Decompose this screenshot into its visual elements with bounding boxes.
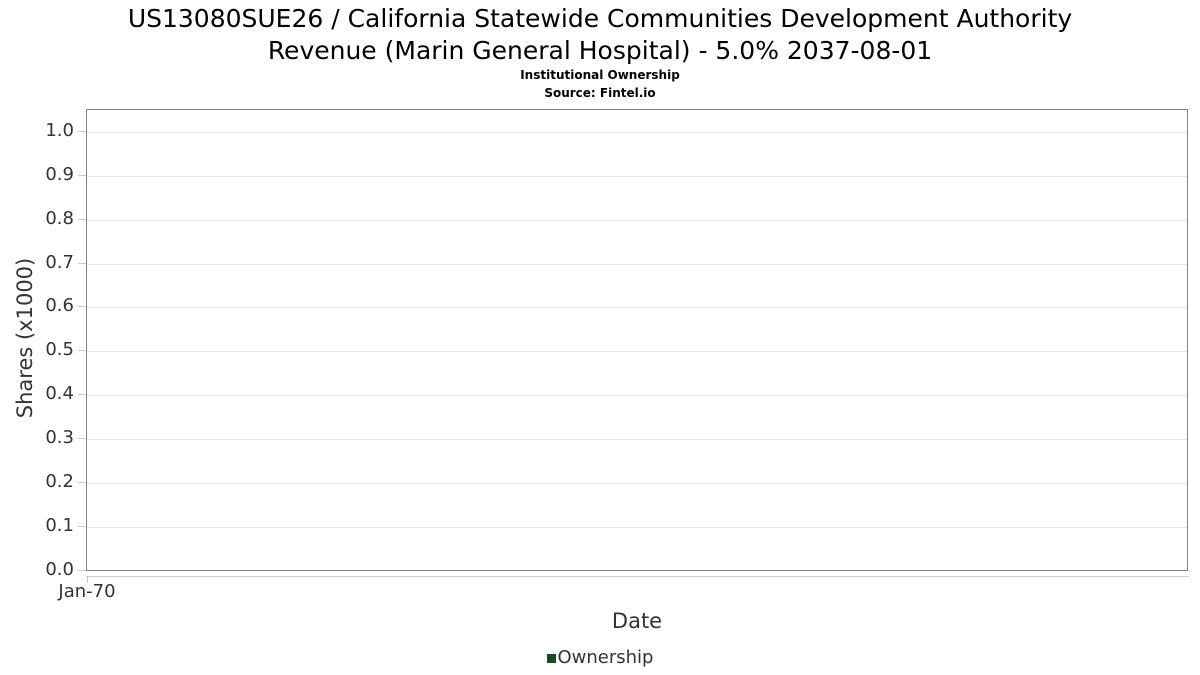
x-axis-line <box>86 576 1189 577</box>
y-axis-tick <box>78 570 86 571</box>
gridline <box>87 439 1187 440</box>
y-tick-label: 1.0 <box>45 120 74 141</box>
chart-title: US13080SUE26 / California Statewide Comm… <box>0 3 1200 67</box>
y-tick-label: 0.7 <box>45 252 74 273</box>
gridline <box>87 483 1187 484</box>
y-axis-tick <box>78 482 86 483</box>
chart-source-credit: Source: Fintel.io <box>544 86 656 100</box>
plot-area <box>86 109 1188 571</box>
gridline <box>87 307 1187 308</box>
chart-subtitle: Institutional Ownership <box>520 68 680 82</box>
gridline <box>87 264 1187 265</box>
y-axis-tick <box>78 219 86 220</box>
y-axis-tick <box>78 394 86 395</box>
x-tick-label: Jan-70 <box>58 581 116 602</box>
y-tick-label: 0.2 <box>45 471 74 492</box>
y-tick-label: 0.3 <box>45 427 74 448</box>
y-axis-tick <box>78 306 86 307</box>
y-tick-label: 0.0 <box>45 559 74 580</box>
gridline <box>87 176 1187 177</box>
y-axis-tick <box>78 438 86 439</box>
y-axis-tick <box>78 131 86 132</box>
x-axis-title: Date <box>611 609 663 633</box>
gridline <box>87 351 1187 352</box>
y-tick-label: 0.6 <box>45 295 74 316</box>
y-tick-label: 0.8 <box>45 208 74 229</box>
y-tick-label: 0.5 <box>45 339 74 360</box>
y-tick-label: 0.4 <box>45 383 74 404</box>
gridline <box>87 395 1187 396</box>
y-tick-label: 0.1 <box>45 515 74 536</box>
y-axis-tick <box>78 263 86 264</box>
chart-title-line1: US13080SUE26 / California Statewide Comm… <box>127 4 1073 33</box>
gridline <box>87 527 1187 528</box>
chart-title-line2: Revenue (Marin General Hospital) - 5.0% … <box>267 36 933 65</box>
legend-marker-icon[interactable] <box>546 653 556 663</box>
x-axis-tick <box>87 577 88 583</box>
y-axis-tick <box>78 350 86 351</box>
y-axis-tick <box>78 526 86 527</box>
y-tick-label: 0.9 <box>45 164 74 185</box>
gridline <box>87 132 1187 133</box>
legend: Ownership <box>0 647 1200 669</box>
legend-label[interactable]: Ownership <box>557 647 654 668</box>
gridline <box>87 220 1187 221</box>
y-axis-tick <box>78 175 86 176</box>
